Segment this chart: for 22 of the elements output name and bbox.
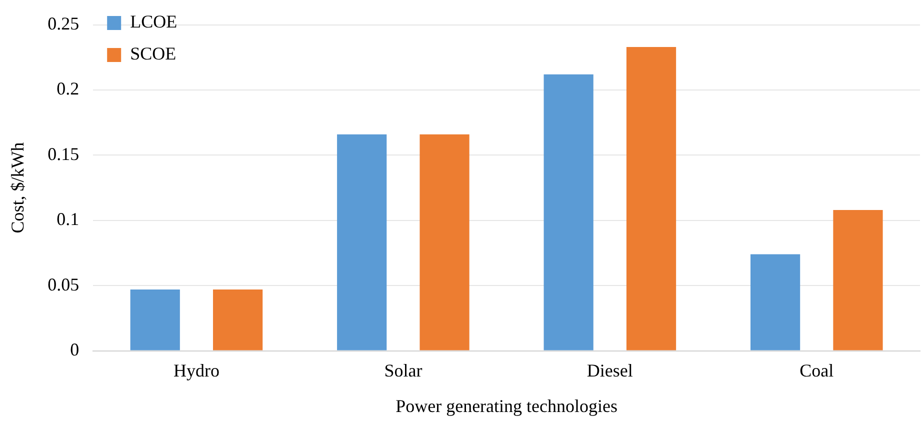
y-tick-label: 0.05 <box>48 274 80 294</box>
legend-label: LCOE <box>130 12 178 32</box>
x-axis-title: Power generating technologies <box>396 396 618 416</box>
bar <box>337 134 387 350</box>
bar <box>750 254 800 350</box>
y-tick-label: 0 <box>70 340 80 360</box>
x-tick-label: Coal <box>800 360 834 380</box>
x-tick-label: Solar <box>384 360 422 380</box>
y-axis-title: Cost, $/kWh <box>8 142 28 234</box>
x-tick-label: Diesel <box>586 360 633 380</box>
bar <box>626 46 676 350</box>
y-tick-label: 0.2 <box>56 78 80 99</box>
y-tick-label: 0.15 <box>48 144 80 164</box>
bar <box>544 74 594 350</box>
y-tick-label: 0.1 <box>56 209 80 230</box>
bar <box>213 290 263 350</box>
bar <box>833 210 883 350</box>
y-tick-label: 0.25 <box>48 14 80 34</box>
legend-label: SCOE <box>130 44 176 64</box>
bar <box>420 134 470 350</box>
bar <box>130 290 180 350</box>
x-tick-label: Hydro <box>173 360 220 380</box>
